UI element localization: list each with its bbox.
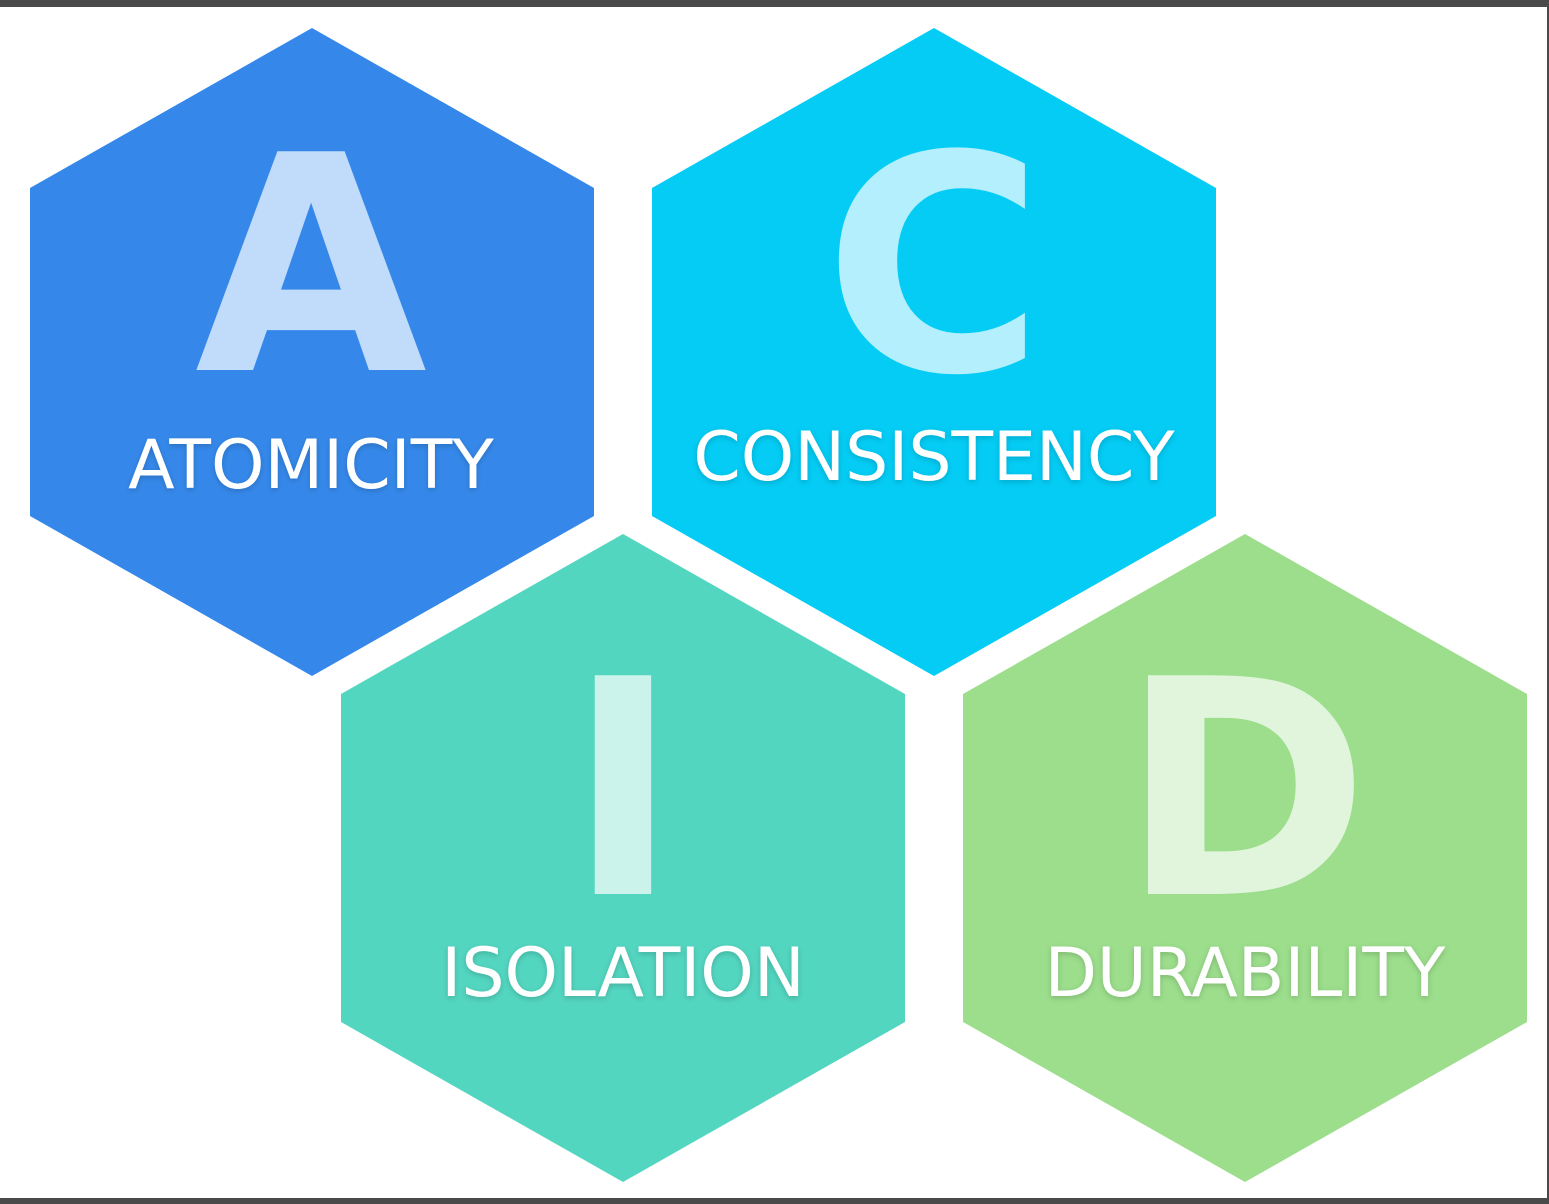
hexagon-isolation: I ISOLATION bbox=[341, 534, 905, 1182]
hexagon-consistency: C CONSISTENCY bbox=[652, 28, 1216, 676]
letter-c: C bbox=[824, 92, 1044, 441]
label-consistency: CONSISTENCY bbox=[693, 418, 1175, 497]
letter-d: D bbox=[1120, 616, 1369, 965]
hexagon-atomicity: A ATOMICITY bbox=[30, 28, 594, 676]
hexagon-atomicity-shape bbox=[30, 28, 594, 676]
letter-i: I bbox=[567, 616, 679, 965]
hexagon-isolation-shape bbox=[341, 534, 905, 1182]
label-atomicity: ATOMICITY bbox=[128, 426, 494, 505]
letter-a: A bbox=[195, 92, 429, 441]
label-durability: DURABILITY bbox=[1045, 934, 1446, 1013]
hexagon-consistency-shape bbox=[652, 28, 1216, 676]
hexagon-durability-shape bbox=[963, 534, 1527, 1182]
label-isolation: ISOLATION bbox=[441, 934, 804, 1013]
hexagon-durability: D DURABILITY bbox=[963, 534, 1527, 1182]
